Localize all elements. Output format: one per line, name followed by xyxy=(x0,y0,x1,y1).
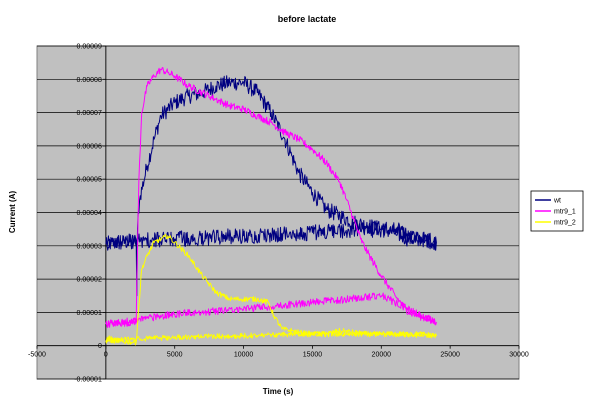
legend-label-0: wt xyxy=(553,198,561,205)
y-tick-label-6: 0.00005 xyxy=(77,177,102,184)
y-tick-label-10: 0.00009 xyxy=(77,44,102,51)
x-axis-ticks: -5000 0 5000 10000 15000 20000 25000 30000 xyxy=(28,345,529,359)
y-tick-label-3: 0.00002 xyxy=(77,277,102,284)
series-line-mtr9-1 xyxy=(105,67,437,329)
x-tick-label-3: 10000 xyxy=(234,352,254,359)
y-axis-label: Current (A) xyxy=(8,191,17,234)
x-tick-label-2: 5000 xyxy=(167,352,183,359)
y-tick-label-8: 0.00007 xyxy=(77,110,102,117)
x-tick-label-1: 0 xyxy=(104,352,108,359)
series-lines xyxy=(105,67,437,346)
x-tick-label-7: 30000 xyxy=(509,352,529,359)
y-tick-label-0: -0.00001 xyxy=(74,377,102,384)
legend-label-1: mtr9_1 xyxy=(554,209,576,216)
series-line-mtr9-2 xyxy=(105,233,437,346)
y-tick-label-1: 0 xyxy=(98,343,102,350)
legend: wt mtr9_1 mtr9_2 xyxy=(530,190,584,232)
y-axis-ticks: -0.00001 0 0.00001 0.00002 0.00003 0.00004 0.0… xyxy=(74,44,106,384)
x-tick-label-0: -5000 xyxy=(28,352,46,359)
y-tick-label-2: 0.00001 xyxy=(77,310,102,317)
chart-title: before lactate xyxy=(278,14,337,24)
y-tick-label-5: 0.00004 xyxy=(77,210,102,217)
legend-label-2: mtr9_2 xyxy=(554,220,576,227)
x-tick-label-5: 20000 xyxy=(372,352,392,359)
x-axis-label: Time (s) xyxy=(263,387,294,396)
y-tick-label-7: 0.00006 xyxy=(77,143,102,150)
y-tick-label-9: 0.00008 xyxy=(77,77,102,84)
series-line-wt xyxy=(105,75,437,297)
y-tick-label-4: 0.00003 xyxy=(77,243,102,250)
x-tick-label-4: 15000 xyxy=(303,352,323,359)
x-tick-label-6: 25000 xyxy=(440,352,460,359)
